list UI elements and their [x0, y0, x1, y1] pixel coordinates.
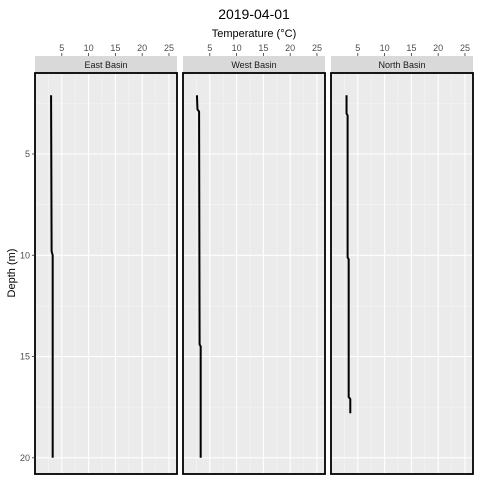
panel-border	[182, 72, 326, 475]
facet-panel-3: 5 10 15 20 25 North Basin	[330, 43, 474, 475]
facet-panel-2: 5 10 15 20 25 West Basin	[182, 43, 326, 475]
x-tick-label: 15	[258, 43, 268, 53]
facet-strip-label: East Basin	[84, 60, 127, 70]
x-tick-label: 10	[232, 43, 242, 53]
x-tick-label: 10	[84, 43, 94, 53]
facet-strip	[35, 56, 177, 73]
facet-strip	[183, 56, 325, 73]
x-tick-label: 20	[433, 43, 443, 53]
x-tick-label: 25	[164, 43, 174, 53]
x-tick-label: 20	[137, 43, 147, 53]
y-tick-label: 10	[20, 250, 30, 260]
facet-panel-1: 5 10 15 20 25 East Basin	[34, 43, 178, 475]
x-tick-label: 20	[285, 43, 295, 53]
facet-strip-label: North Basin	[378, 60, 425, 70]
facet-strip	[331, 56, 473, 73]
temperature-profile-line	[345, 95, 352, 414]
y-tick-label: 20	[20, 453, 30, 463]
y-axis-title: Depth (m)	[6, 249, 18, 298]
x-tick-label: 5	[59, 43, 64, 53]
x-tick-label: 15	[406, 43, 416, 53]
panels-layer: 5 10 15 20 25 East Basin 5 10 15 20 25 West Basin 5 1…	[20, 43, 474, 475]
chart-title: 2019-04-01	[218, 6, 290, 22]
temperature-profile-line	[50, 95, 54, 458]
y-tick-label: 15	[20, 352, 30, 362]
x-tick-label: 15	[110, 43, 120, 53]
x-tick-label: 5	[207, 43, 212, 53]
panel-border	[330, 72, 474, 475]
x-axis-title: Temperature (°C)	[212, 28, 296, 40]
temperature-profile-line	[195, 95, 202, 458]
x-tick-label: 25	[312, 43, 322, 53]
x-tick-label: 10	[380, 43, 390, 53]
x-tick-label: 25	[460, 43, 470, 53]
y-axis: 5 10 15 20	[20, 149, 35, 463]
panel-border	[34, 72, 178, 475]
facet-strip-label: West Basin	[231, 60, 276, 70]
x-tick-label: 5	[355, 43, 360, 53]
y-tick-label: 5	[25, 149, 30, 159]
